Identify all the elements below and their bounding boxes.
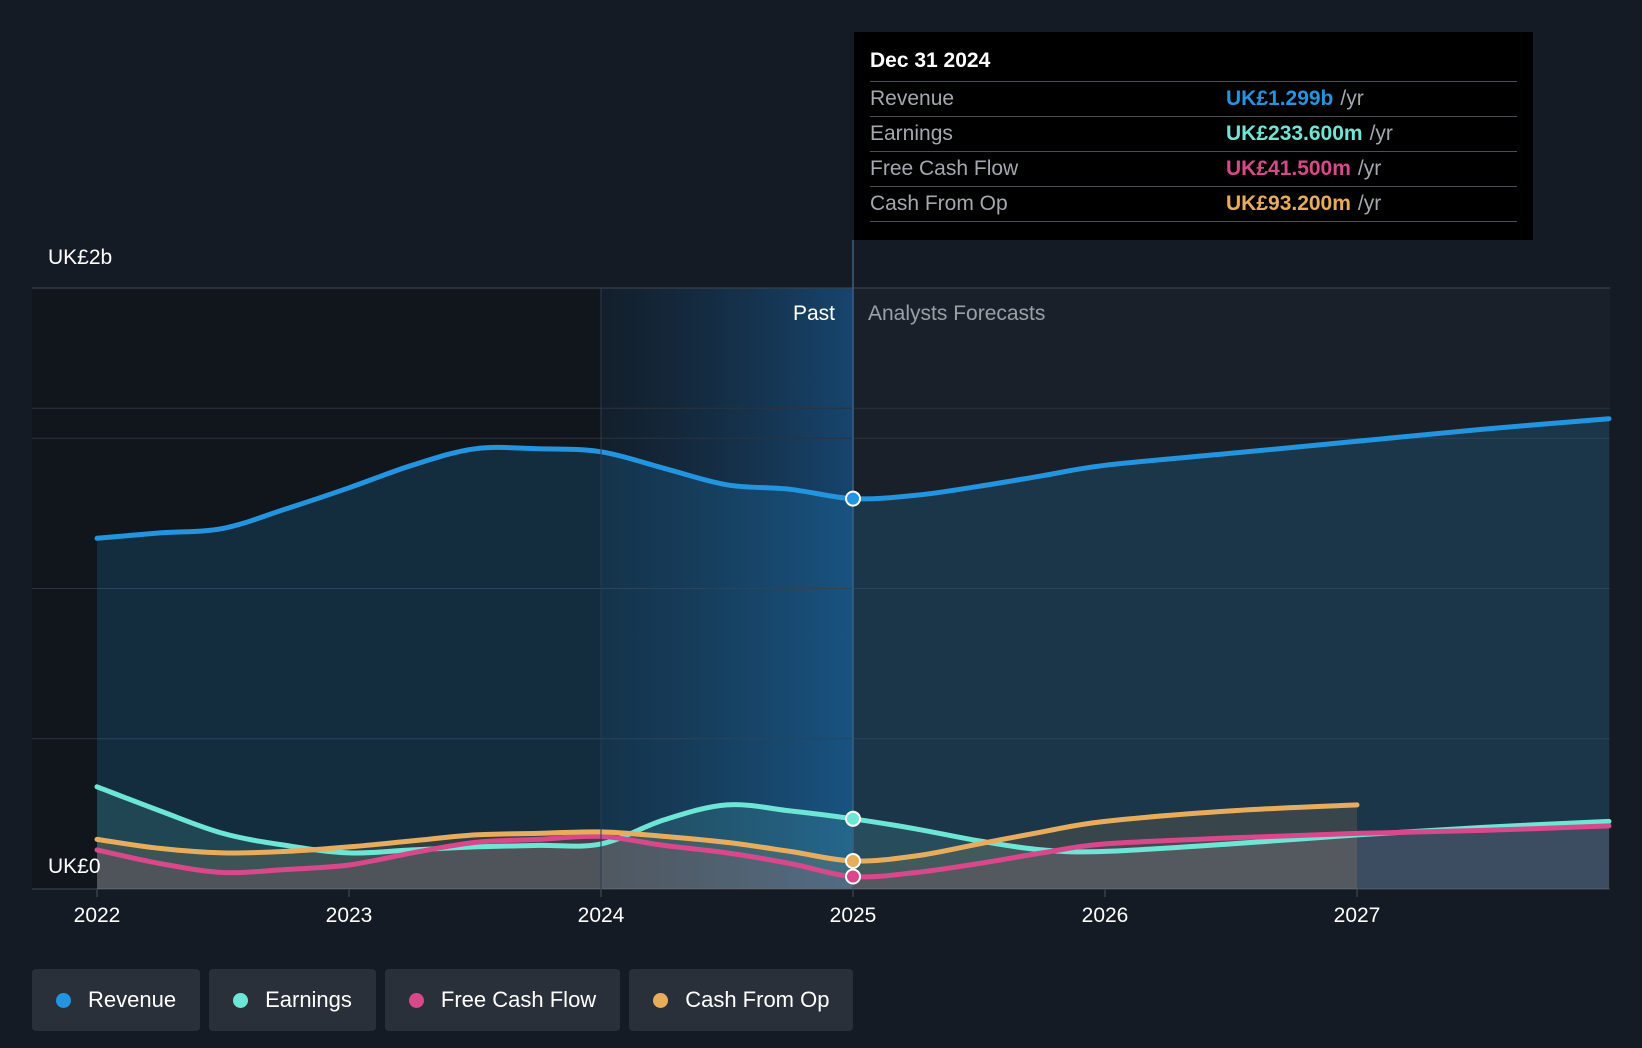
legend-label: Earnings	[265, 987, 352, 1012]
tooltip-value: UK£1.299b	[1226, 87, 1334, 110]
y-axis-top-label: UK£2b	[48, 246, 112, 269]
fcf-line	[94, 823, 1612, 880]
tooltip-value: UK£41.500m	[1226, 157, 1351, 180]
past-label: Past	[793, 302, 835, 325]
legend-label: Revenue	[88, 987, 177, 1012]
legend-item-revenue[interactable]: Revenue	[32, 969, 201, 1031]
legend-label: Cash From Op	[685, 987, 830, 1012]
tooltip-unit: /yr	[1369, 122, 1393, 145]
tooltip-label: Cash From Op	[870, 192, 1008, 215]
tooltip-row-cfo: Cash From Op UK£93.200m /yr	[870, 187, 1517, 222]
tooltip-label: Free Cash Flow	[870, 157, 1019, 180]
earnings-highlight-point[interactable]	[845, 810, 861, 827]
tooltip-label: Earnings	[870, 122, 953, 145]
cfo-highlight-point[interactable]	[845, 852, 861, 869]
legend-dot-icon	[56, 992, 71, 1008]
tooltip-unit: /yr	[1357, 157, 1382, 180]
legend: Revenue Earnings Free Cash Flow Cash Fro…	[32, 969, 854, 1031]
legend-dot-icon	[408, 992, 424, 1008]
legend-dot-icon	[233, 992, 249, 1008]
tooltip: Dec 31 2024 Revenue UK£1.299b /yr Earnin…	[854, 32, 1533, 240]
revenue-highlight-point[interactable]	[845, 490, 861, 507]
tooltip-unit: /yr	[1357, 192, 1382, 215]
x-tick-label: 2026	[1082, 904, 1129, 927]
fcf-highlight-point[interactable]	[845, 868, 861, 885]
x-tick-label: 2024	[578, 904, 625, 927]
legend-item-cfo[interactable]: Cash From Op	[629, 969, 854, 1031]
tooltip-value: UK£233.600m	[1226, 122, 1363, 145]
legend-dot-icon	[653, 992, 669, 1008]
tooltip-date: Dec 31 2024	[870, 46, 1517, 82]
cfo-line	[94, 802, 1360, 864]
x-tick-label: 2022	[74, 904, 121, 927]
tooltip-row-revenue: Revenue UK£1.299b /yr	[870, 82, 1517, 117]
legend-item-earnings[interactable]: Earnings	[209, 969, 376, 1031]
x-tick-label: 2023	[326, 904, 373, 927]
legend-item-fcf[interactable]: Free Cash Flow	[384, 969, 621, 1031]
tooltip-label: Revenue	[870, 87, 955, 110]
forecast-label: Analysts Forecasts	[868, 302, 1045, 325]
cfo-area	[97, 804, 1357, 889]
x-tick-label: 2025	[830, 904, 877, 927]
x-tick-label: 2027	[1334, 904, 1381, 927]
revenue-line	[94, 416, 1612, 541]
tooltip-value: UK£93.200m	[1226, 192, 1351, 215]
legend-label: Free Cash Flow	[440, 987, 597, 1012]
tooltip-unit: /yr	[1340, 87, 1364, 110]
tooltip-row-fcf: Free Cash Flow UK£41.500m /yr	[870, 152, 1517, 187]
y-axis-bottom-label: UK£0	[48, 855, 101, 878]
tooltip-row-earnings: Earnings UK£233.600m /yr	[870, 117, 1517, 152]
